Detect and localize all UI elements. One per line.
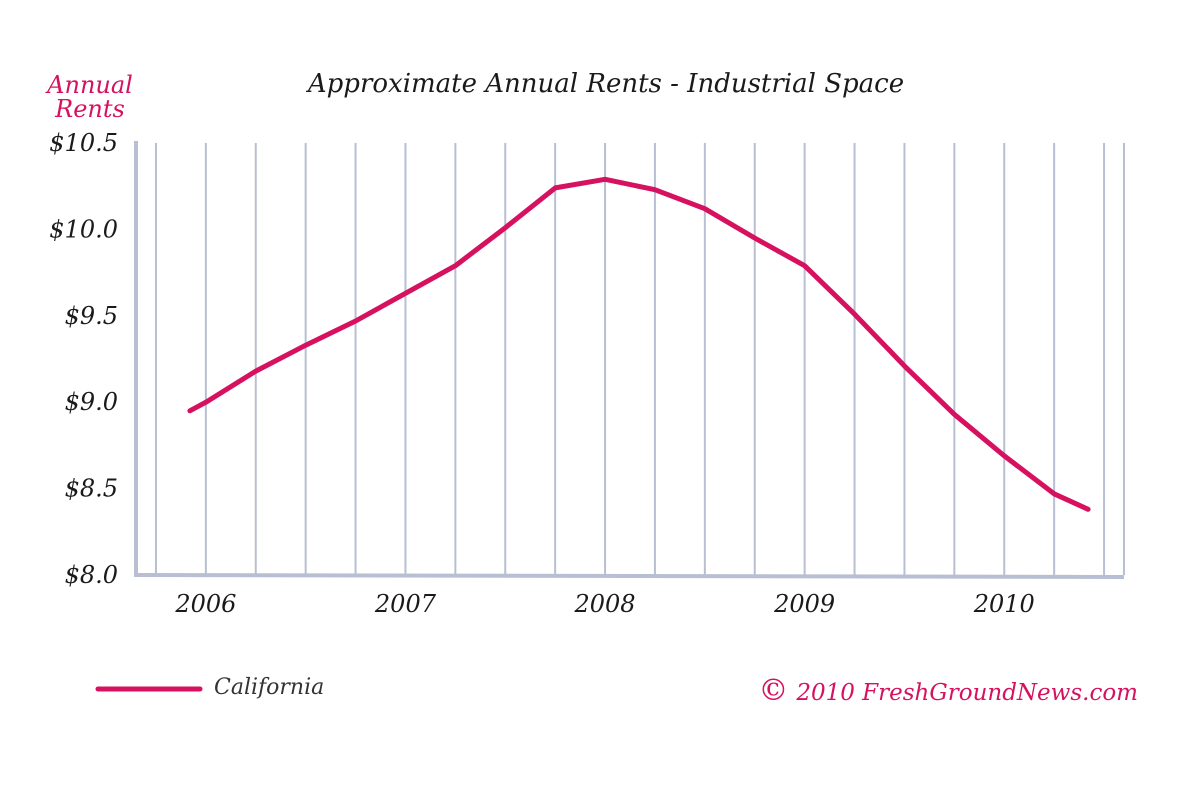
axes [134,141,1125,579]
y-axis-label-line1: Annual [45,71,133,99]
series-layer [187,176,1091,512]
x-tick-label: 2010 [973,590,1035,618]
y-tick-labels: $8.0 $8.5 $9.0 $9.5 $10.0 $10.5 [49,129,118,589]
x-tick-labels: 2006 2007 2008 2009 2010 [174,590,1034,618]
x-tick-label: 2009 [773,590,835,618]
y-tick-label: $9.5 [65,302,118,330]
series-line-california [187,176,1091,512]
x-tick-label: 2008 [574,590,636,618]
y-tick-label: $9.0 [65,388,118,416]
copyright-owner: 2010 FreshGroundNews.com [795,680,1138,706]
chart-title: Approximate Annual Rents - Industrial Sp… [306,69,904,99]
y-tick-label: $10.0 [49,215,118,243]
y-tick-label: $8.5 [65,475,118,503]
grid-lines [154,143,1106,575]
y-tick-label: $8.0 [65,561,118,589]
y-tick-label: $10.5 [49,129,118,157]
y-axis-label-line2: Rents [54,95,125,123]
copyright-text: © 2010 FreshGroundNews.com [758,673,1138,708]
copyright-symbol: © [758,673,788,708]
x-tick-label: 2006 [174,590,236,618]
legend-label: California [214,675,324,700]
x-tick-label: 2007 [374,590,437,618]
x-axis-line [135,573,1125,579]
